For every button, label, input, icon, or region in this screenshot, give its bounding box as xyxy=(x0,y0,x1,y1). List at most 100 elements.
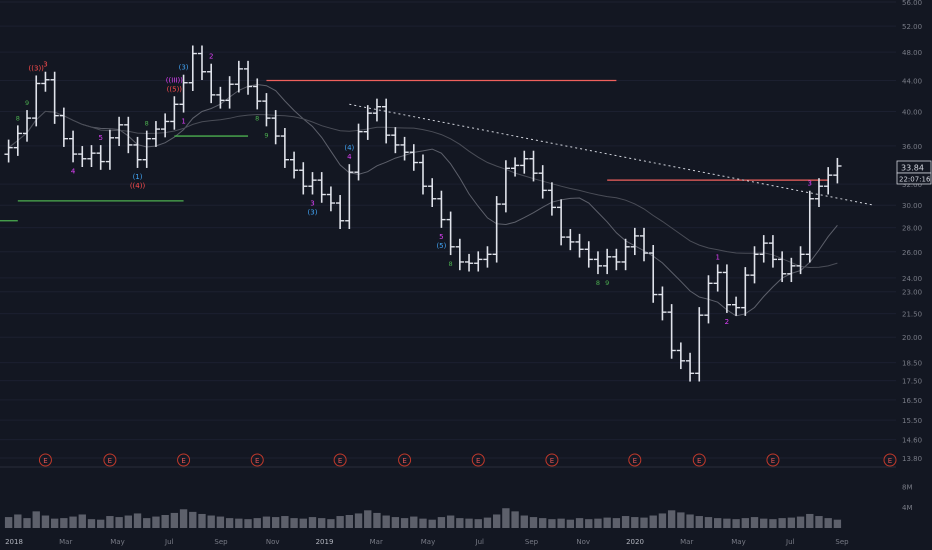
earnings-marker xyxy=(398,453,412,467)
ohlc-bar xyxy=(612,248,621,271)
x-tick-label: May xyxy=(110,538,124,546)
ohlc-bar xyxy=(575,233,584,258)
ohlc-bar xyxy=(207,63,216,104)
earnings-label: E xyxy=(633,457,637,465)
ohlc-bar xyxy=(179,74,188,113)
volume-bar xyxy=(695,516,703,528)
x-tick-label: Sep xyxy=(525,538,539,546)
x-tick-label: May xyxy=(421,538,435,546)
horizontal-levels xyxy=(0,79,829,222)
ohlc-bar xyxy=(750,246,759,284)
wave-label: 2 xyxy=(725,318,729,326)
ohlc-bar xyxy=(446,211,455,256)
wave-label: 8 xyxy=(16,114,20,122)
wave-label: 3 xyxy=(310,199,314,207)
volume-bar xyxy=(529,517,538,528)
volume-bar xyxy=(253,518,261,528)
volume-bar xyxy=(4,517,13,528)
volume-bar xyxy=(456,518,464,528)
y-tick-label: 23.00 xyxy=(902,289,922,297)
volume-bar xyxy=(640,517,648,528)
ohlc-bar xyxy=(667,304,676,359)
volume-bar xyxy=(548,519,556,528)
x-tick-label: May xyxy=(731,538,745,546)
ohlc-bar xyxy=(713,264,722,292)
ohlc-bar xyxy=(796,246,805,275)
volume-bar xyxy=(732,519,740,528)
earnings-marker xyxy=(883,453,897,467)
earnings-marker xyxy=(766,453,780,467)
ohlc-bar xyxy=(161,113,170,138)
ohlc-bar xyxy=(520,150,529,174)
volume-bar xyxy=(539,518,547,528)
wave-label: 8 xyxy=(145,120,149,128)
y-tick-label: 20.00 xyxy=(902,334,922,342)
volume-bar xyxy=(207,515,215,528)
ohlc-bar xyxy=(32,75,41,127)
wave-label: ((3)) xyxy=(29,64,45,72)
ohlc-bar xyxy=(289,151,299,179)
x-tick-label: Jul xyxy=(164,538,174,546)
ohlc-bar xyxy=(492,196,501,263)
wave-label: 5 xyxy=(439,233,443,241)
x-axis[interactable]: 2018 Mar May Jul Sep Nov 2019 Mar May Jul Sep Nov 20… xyxy=(5,538,849,546)
volume-bar xyxy=(170,512,179,528)
trendline xyxy=(349,103,875,206)
ohlc-bar xyxy=(759,235,768,263)
volume-bar xyxy=(631,517,639,528)
volume-bar xyxy=(649,515,657,528)
earnings-marker xyxy=(38,453,52,467)
volume-bar xyxy=(225,518,234,528)
ohlc-bar xyxy=(400,136,409,161)
moving-average-line xyxy=(8,83,838,317)
volume-bar xyxy=(299,518,307,528)
ohlc-bar xyxy=(68,130,78,163)
earnings-label: E xyxy=(888,457,892,465)
wave-label: 8 xyxy=(596,279,600,287)
wave-label: 9 xyxy=(264,131,268,139)
volume-bar xyxy=(14,514,22,528)
volume-bar xyxy=(410,516,418,528)
volume-bar xyxy=(704,517,713,528)
grid xyxy=(0,1,896,459)
price-bars xyxy=(4,45,842,382)
x-tick-label: Sep xyxy=(214,538,228,546)
ohlc-bar xyxy=(814,178,824,207)
wave-label: ((5)) xyxy=(167,85,183,93)
volume-bar xyxy=(60,518,68,528)
ohlc-bar xyxy=(382,98,391,144)
ohlc-bar xyxy=(722,264,732,313)
y-axis[interactable]: 56.00 52.00 48.00 44.00 40.00 36.00 32.00 30.00… xyxy=(902,0,922,512)
volume-bar xyxy=(281,516,289,528)
ohlc-bar xyxy=(105,129,115,170)
wave-label: 3 xyxy=(808,180,812,188)
y-tick-label: 30.00 xyxy=(902,202,922,210)
volume-bar xyxy=(78,514,86,528)
volume-bar xyxy=(216,516,225,528)
volume-bar xyxy=(667,510,676,528)
ohlc-bar xyxy=(474,251,483,272)
y-tick-label: 24.00 xyxy=(902,275,922,283)
ohlc-bar xyxy=(630,227,639,256)
trendline-dotted xyxy=(349,103,875,206)
y-tick-label: 52.00 xyxy=(902,23,922,31)
ohlc-bar xyxy=(649,244,658,303)
volume-bar xyxy=(750,517,759,528)
x-tick-label: Nov xyxy=(576,538,590,546)
y-tick-label: 28.00 xyxy=(902,225,922,233)
wave-label: (3) xyxy=(308,208,318,216)
volume-bar xyxy=(713,518,722,528)
ohlc-bar xyxy=(824,167,833,195)
volume-bar xyxy=(502,508,510,528)
volume-bar xyxy=(244,519,252,528)
y-tick-label: 16.50 xyxy=(902,397,922,405)
x-tick-label: Mar xyxy=(680,538,693,546)
volume-bar xyxy=(97,519,105,528)
volume-bar xyxy=(677,512,685,528)
volume-bar xyxy=(760,518,768,528)
wave-label: ((III)) xyxy=(166,76,183,84)
earnings-marker xyxy=(250,453,264,467)
volume-bar xyxy=(787,517,796,528)
ohlc-bar xyxy=(731,296,741,316)
